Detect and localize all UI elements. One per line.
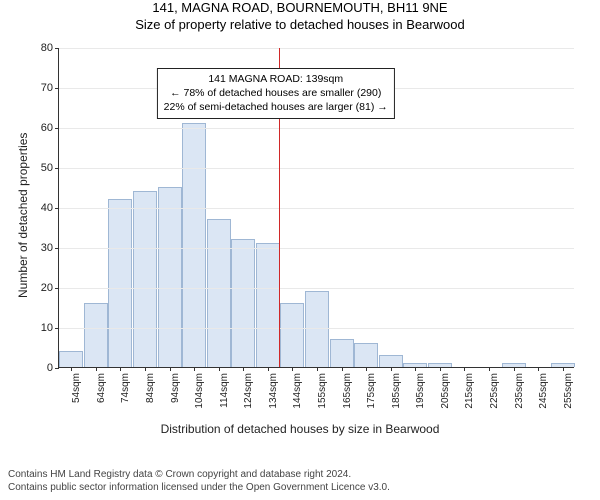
x-tick-mark	[440, 367, 441, 371]
y-tick-label: 20	[41, 282, 53, 294]
attribution-text: Contains HM Land Registry data © Crown c…	[8, 469, 390, 494]
annotation-line-2: ← 78% of detached houses are smaller (29…	[164, 86, 388, 100]
x-tick-label: 195sqm	[415, 373, 426, 409]
x-tick-mark	[268, 367, 269, 371]
annotation-line-1: 141 MAGNA ROAD: 139sqm	[164, 72, 388, 86]
x-tick-mark	[464, 367, 465, 371]
x-tick-mark	[391, 367, 392, 371]
y-tick-label: 40	[41, 202, 53, 214]
x-tick-mark	[194, 367, 195, 371]
x-axis-label: Distribution of detached houses by size …	[0, 422, 600, 436]
y-tick-label: 50	[41, 162, 53, 174]
histogram-bar	[379, 355, 403, 367]
page-subtitle: Size of property relative to detached ho…	[0, 17, 600, 32]
x-tick-label: 165sqm	[342, 373, 353, 409]
y-tick-label: 10	[41, 322, 53, 334]
x-tick-mark	[489, 367, 490, 371]
x-tick-label: 124sqm	[243, 373, 254, 409]
annotation-line-3: 22% of semi-detached houses are larger (…	[164, 100, 388, 114]
histogram-bar	[280, 303, 304, 367]
x-tick-mark	[342, 367, 343, 371]
x-tick-label: 235sqm	[514, 373, 525, 409]
grid-line	[59, 208, 574, 209]
x-tick-label: 104sqm	[194, 373, 205, 409]
histogram-bar	[108, 199, 132, 367]
y-tick-label: 30	[41, 242, 53, 254]
histogram-bar	[330, 339, 354, 367]
x-tick-mark	[219, 367, 220, 371]
y-tick-label: 80	[41, 42, 53, 54]
x-tick-mark	[563, 367, 564, 371]
x-tick-label: 215sqm	[464, 373, 475, 409]
histogram-bar	[305, 291, 329, 367]
x-tick-mark	[243, 367, 244, 371]
y-tick-mark	[55, 48, 59, 49]
x-tick-label: 54sqm	[71, 373, 82, 403]
grid-line	[59, 248, 574, 249]
y-tick-mark	[55, 208, 59, 209]
y-tick-mark	[55, 128, 59, 129]
grid-line	[59, 48, 574, 49]
y-tick-mark	[55, 368, 59, 369]
page-title: 141, MAGNA ROAD, BOURNEMOUTH, BH11 9NE	[0, 0, 600, 15]
x-tick-label: 144sqm	[292, 373, 303, 409]
histogram-bar	[256, 243, 280, 367]
histogram-bar	[354, 343, 378, 367]
chart-area: Number of detached properties 0102030405…	[0, 40, 600, 500]
histogram-bar	[84, 303, 108, 367]
annotation-box: 141 MAGNA ROAD: 139sqm← 78% of detached …	[157, 68, 395, 119]
x-tick-label: 64sqm	[96, 373, 107, 403]
x-tick-mark	[145, 367, 146, 371]
x-tick-mark	[96, 367, 97, 371]
y-tick-mark	[55, 248, 59, 249]
grid-line	[59, 128, 574, 129]
y-axis-label: Number of detached properties	[16, 133, 30, 298]
x-tick-label: 185sqm	[391, 373, 402, 409]
x-tick-label: 155sqm	[317, 373, 328, 409]
x-tick-label: 255sqm	[563, 373, 574, 409]
attribution-line-2: Contains public sector information licen…	[8, 482, 390, 495]
histogram-bar	[231, 239, 255, 367]
x-tick-label: 134sqm	[268, 373, 279, 409]
x-tick-mark	[366, 367, 367, 371]
x-tick-label: 74sqm	[120, 373, 131, 403]
x-tick-mark	[415, 367, 416, 371]
x-tick-mark	[538, 367, 539, 371]
y-tick-mark	[55, 88, 59, 89]
histogram-bar	[59, 351, 83, 367]
y-tick-label: 60	[41, 122, 53, 134]
x-tick-mark	[317, 367, 318, 371]
histogram-bar	[158, 187, 182, 367]
histogram-bar	[133, 191, 157, 367]
y-tick-mark	[55, 168, 59, 169]
y-tick-label: 0	[47, 362, 53, 374]
y-tick-label: 70	[41, 82, 53, 94]
grid-line	[59, 168, 574, 169]
grid-line	[59, 288, 574, 289]
x-tick-label: 245sqm	[538, 373, 549, 409]
x-tick-mark	[71, 367, 72, 371]
x-tick-label: 84sqm	[145, 373, 156, 403]
x-tick-mark	[514, 367, 515, 371]
histogram-bar	[207, 219, 231, 367]
x-tick-label: 225sqm	[489, 373, 500, 409]
y-tick-mark	[55, 288, 59, 289]
x-tick-label: 94sqm	[170, 373, 181, 403]
x-tick-mark	[292, 367, 293, 371]
plot-region: 0102030405060708054sqm64sqm74sqm84sqm94s…	[58, 48, 574, 368]
y-tick-mark	[55, 328, 59, 329]
x-tick-label: 205sqm	[440, 373, 451, 409]
grid-line	[59, 328, 574, 329]
x-tick-mark	[120, 367, 121, 371]
x-tick-label: 114sqm	[219, 373, 230, 408]
x-tick-label: 175sqm	[366, 373, 377, 409]
histogram-bar	[182, 123, 206, 367]
attribution-line-1: Contains HM Land Registry data © Crown c…	[8, 469, 390, 482]
x-tick-mark	[170, 367, 171, 371]
